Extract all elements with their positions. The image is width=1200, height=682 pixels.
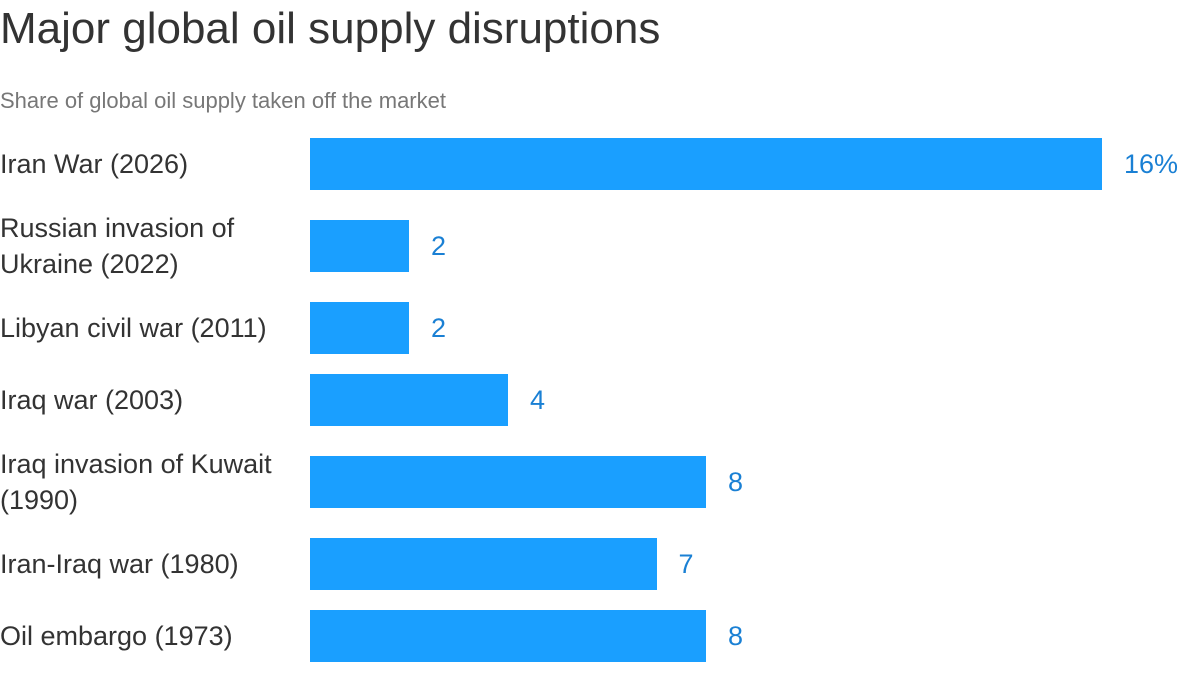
value-label: 7 — [678, 548, 694, 579]
category-label: Iraq war (2003) — [0, 385, 184, 415]
bar — [310, 220, 409, 272]
bar-row: Iran-Iraq war (1980) 7 — [0, 538, 1200, 590]
value-label: 16% — [1124, 148, 1179, 179]
value-label: 2 — [431, 230, 447, 261]
category-label: Iran-Iraq war (1980) — [0, 549, 239, 579]
bar-row: Iraq invasion of Kuwait (1990) 8 — [0, 446, 1200, 518]
bar-track: 2 — [310, 220, 446, 272]
bar — [310, 456, 706, 508]
bar-track: 7 — [310, 538, 694, 590]
bar-track: 4 — [310, 374, 545, 426]
bar — [310, 538, 657, 590]
bar — [310, 138, 1102, 190]
bar — [310, 610, 706, 662]
category-label: Iran War (2026) — [0, 149, 189, 179]
value-label: 8 — [728, 620, 744, 651]
category-label: Russian invasion of Ukraine (2022) — [0, 213, 235, 279]
value-label: 2 — [431, 312, 447, 343]
bar-rows: Iran War (2026) 16% Russian invasion of Uk… — [0, 138, 1200, 662]
bar-row: Iran War (2026) 16% — [0, 138, 1200, 190]
bar-row: Iraq war (2003) 4 — [0, 374, 1200, 426]
bar — [310, 374, 508, 426]
category-label: Oil embargo (1973) — [0, 621, 233, 651]
bar-row: Russian invasion of Ukraine (2022) 2 — [0, 210, 1200, 282]
bar-row: Libyan civil war (2011) 2 — [0, 302, 1200, 354]
value-label: 8 — [728, 466, 744, 497]
bar-track: 8 — [310, 456, 743, 508]
chart-subtitle: Share of global oil supply taken off the… — [0, 88, 446, 113]
bar-track: 2 — [310, 302, 446, 354]
chart-title: Major global oil supply disruptions — [0, 4, 661, 53]
bar-track: 8 — [310, 610, 743, 662]
bar-row: Oil embargo (1973) 8 — [0, 610, 1200, 662]
bar-track: 16% — [310, 138, 1178, 190]
bar — [310, 302, 409, 354]
category-label: Libyan civil war (2011) — [0, 313, 267, 343]
category-label: Iraq invasion of Kuwait (1990) — [0, 449, 272, 515]
value-label: 4 — [530, 384, 546, 415]
